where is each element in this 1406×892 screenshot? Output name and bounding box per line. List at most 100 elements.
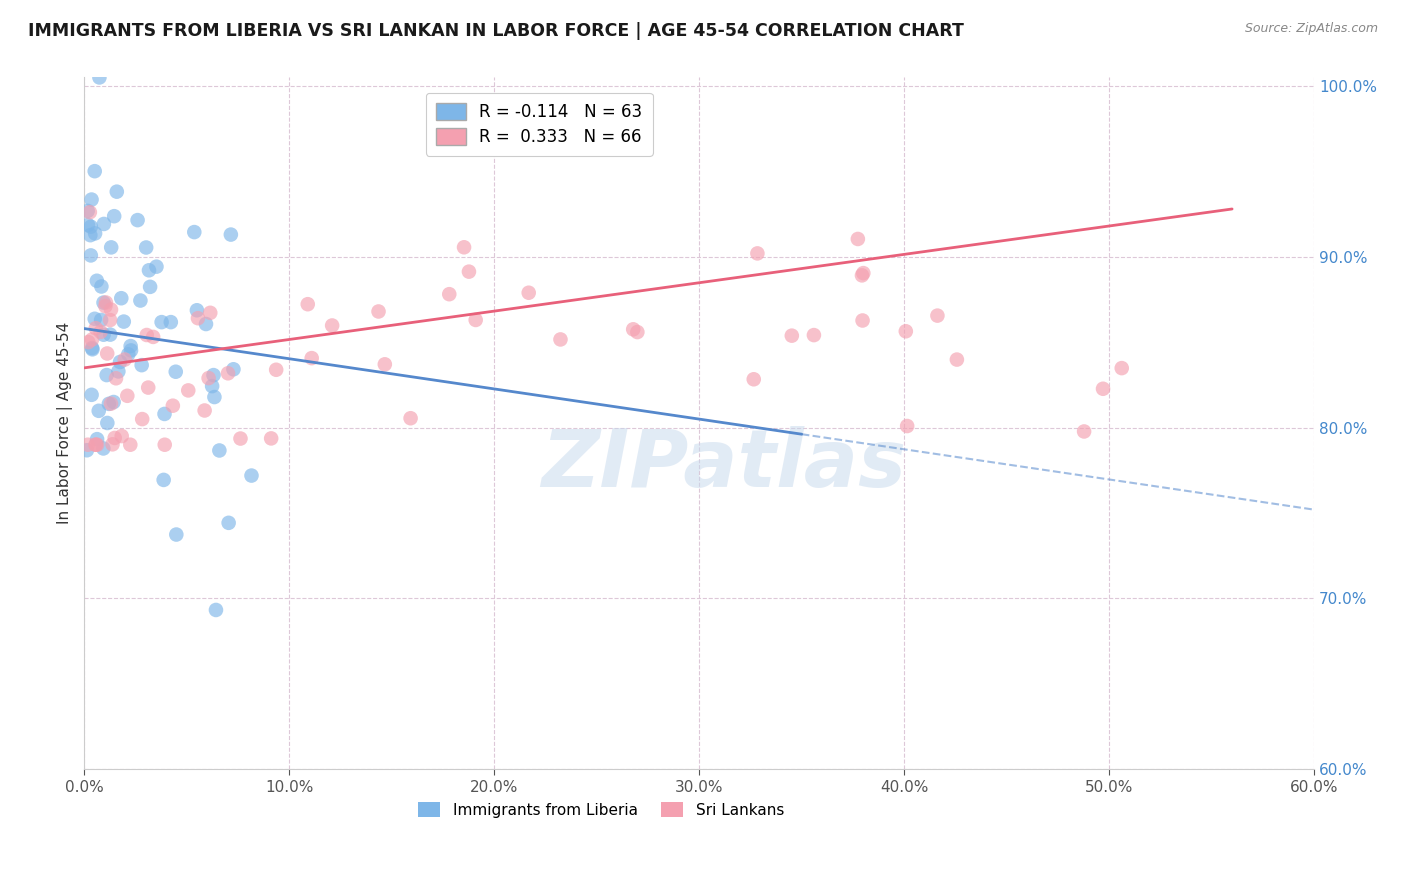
Point (80, 248, 103, 262)
Point (153, 407, 176, 421)
Point (367, 304, 389, 318)
Point (150, 315, 173, 329)
Point (83, 311, 105, 326)
Point (550, 333, 572, 347)
Point (103, 395, 125, 409)
Point (135, 240, 157, 254)
Point (76, 203, 98, 218)
Point (100, 397, 122, 411)
Point (204, 390, 226, 404)
Point (264, 363, 287, 377)
Point (84, 438, 107, 452)
Point (98, 327, 121, 342)
Point (84, 438, 107, 452)
Point (194, 403, 217, 417)
Point (80, 193, 103, 207)
Point (301, 351, 323, 365)
Point (129, 293, 152, 308)
Text: IMMIGRANTS FROM LIBERIA VS SRI LANKAN IN LABOR FORCE | AGE 45-54 CORRELATION CHA: IMMIGRANTS FROM LIBERIA VS SRI LANKAN IN… (28, 22, 965, 40)
Point (219, 227, 242, 242)
Point (145, 260, 167, 274)
Point (90, 313, 112, 327)
Point (93, 295, 115, 310)
Point (111, 429, 134, 443)
Point (80, 341, 103, 355)
Point (139, 280, 162, 294)
Point (83, 164, 105, 178)
Point (84, 227, 107, 241)
Point (120, 339, 142, 353)
Point (105, 371, 128, 385)
Point (197, 371, 219, 385)
Point (142, 330, 165, 344)
Point (208, 443, 231, 458)
Point (120, 438, 142, 452)
Point (200, 306, 222, 320)
Point (946, 352, 969, 367)
Point (91, 442, 114, 456)
Point (439, 287, 461, 301)
Point (152, 473, 174, 487)
Point (80, 388, 103, 402)
Point (101, 437, 124, 451)
Point (80, 219, 103, 234)
Point (217, 366, 239, 380)
Point (1073, 425, 1095, 439)
Point (187, 311, 209, 326)
Point (742, 372, 765, 386)
Point (851, 268, 873, 283)
Point (195, 317, 218, 331)
Point (77, 335, 100, 350)
Point (127, 213, 149, 227)
Point (297, 297, 319, 311)
Point (162, 399, 184, 413)
Point (894, 324, 917, 338)
Point (87, 404, 110, 418)
Point (110, 291, 132, 305)
Point (112, 315, 135, 329)
Point (183, 225, 205, 239)
Point (93, 327, 115, 342)
Point (84, 321, 107, 335)
Point (120, 343, 142, 358)
Point (96, 416, 118, 430)
Point (131, 412, 153, 426)
Point (165, 527, 187, 541)
Point (896, 419, 918, 434)
Point (77, 218, 100, 232)
Point (86, 432, 108, 446)
Point (100, 302, 122, 317)
Point (229, 432, 252, 446)
Point (927, 309, 949, 323)
Point (136, 381, 159, 395)
Point (138, 263, 160, 277)
Point (399, 411, 422, 425)
Legend: Immigrants from Liberia, Sri Lankans: Immigrants from Liberia, Sri Lankans (412, 796, 790, 824)
Point (851, 313, 873, 327)
Point (105, 185, 128, 199)
Point (201, 379, 224, 393)
Point (458, 265, 481, 279)
Point (79, 228, 101, 243)
Point (846, 232, 869, 246)
Point (86, 438, 108, 452)
Point (98, 313, 121, 327)
Point (159, 315, 181, 329)
Point (1092, 382, 1115, 396)
Point (165, 365, 187, 379)
Y-axis label: In Labor Force | Age 45-54: In Labor Force | Age 45-54 (58, 322, 73, 524)
Text: ZIPatlas: ZIPatlas (541, 425, 907, 504)
Point (100, 240, 122, 254)
Point (117, 347, 139, 361)
Point (89, 70, 111, 85)
Point (852, 266, 875, 280)
Point (104, 431, 127, 445)
Point (131, 358, 153, 372)
Point (153, 438, 176, 452)
Point (374, 357, 396, 371)
Point (96, 368, 118, 382)
Point (107, 364, 129, 378)
Point (464, 313, 486, 327)
Point (240, 468, 263, 483)
Point (76, 443, 98, 458)
